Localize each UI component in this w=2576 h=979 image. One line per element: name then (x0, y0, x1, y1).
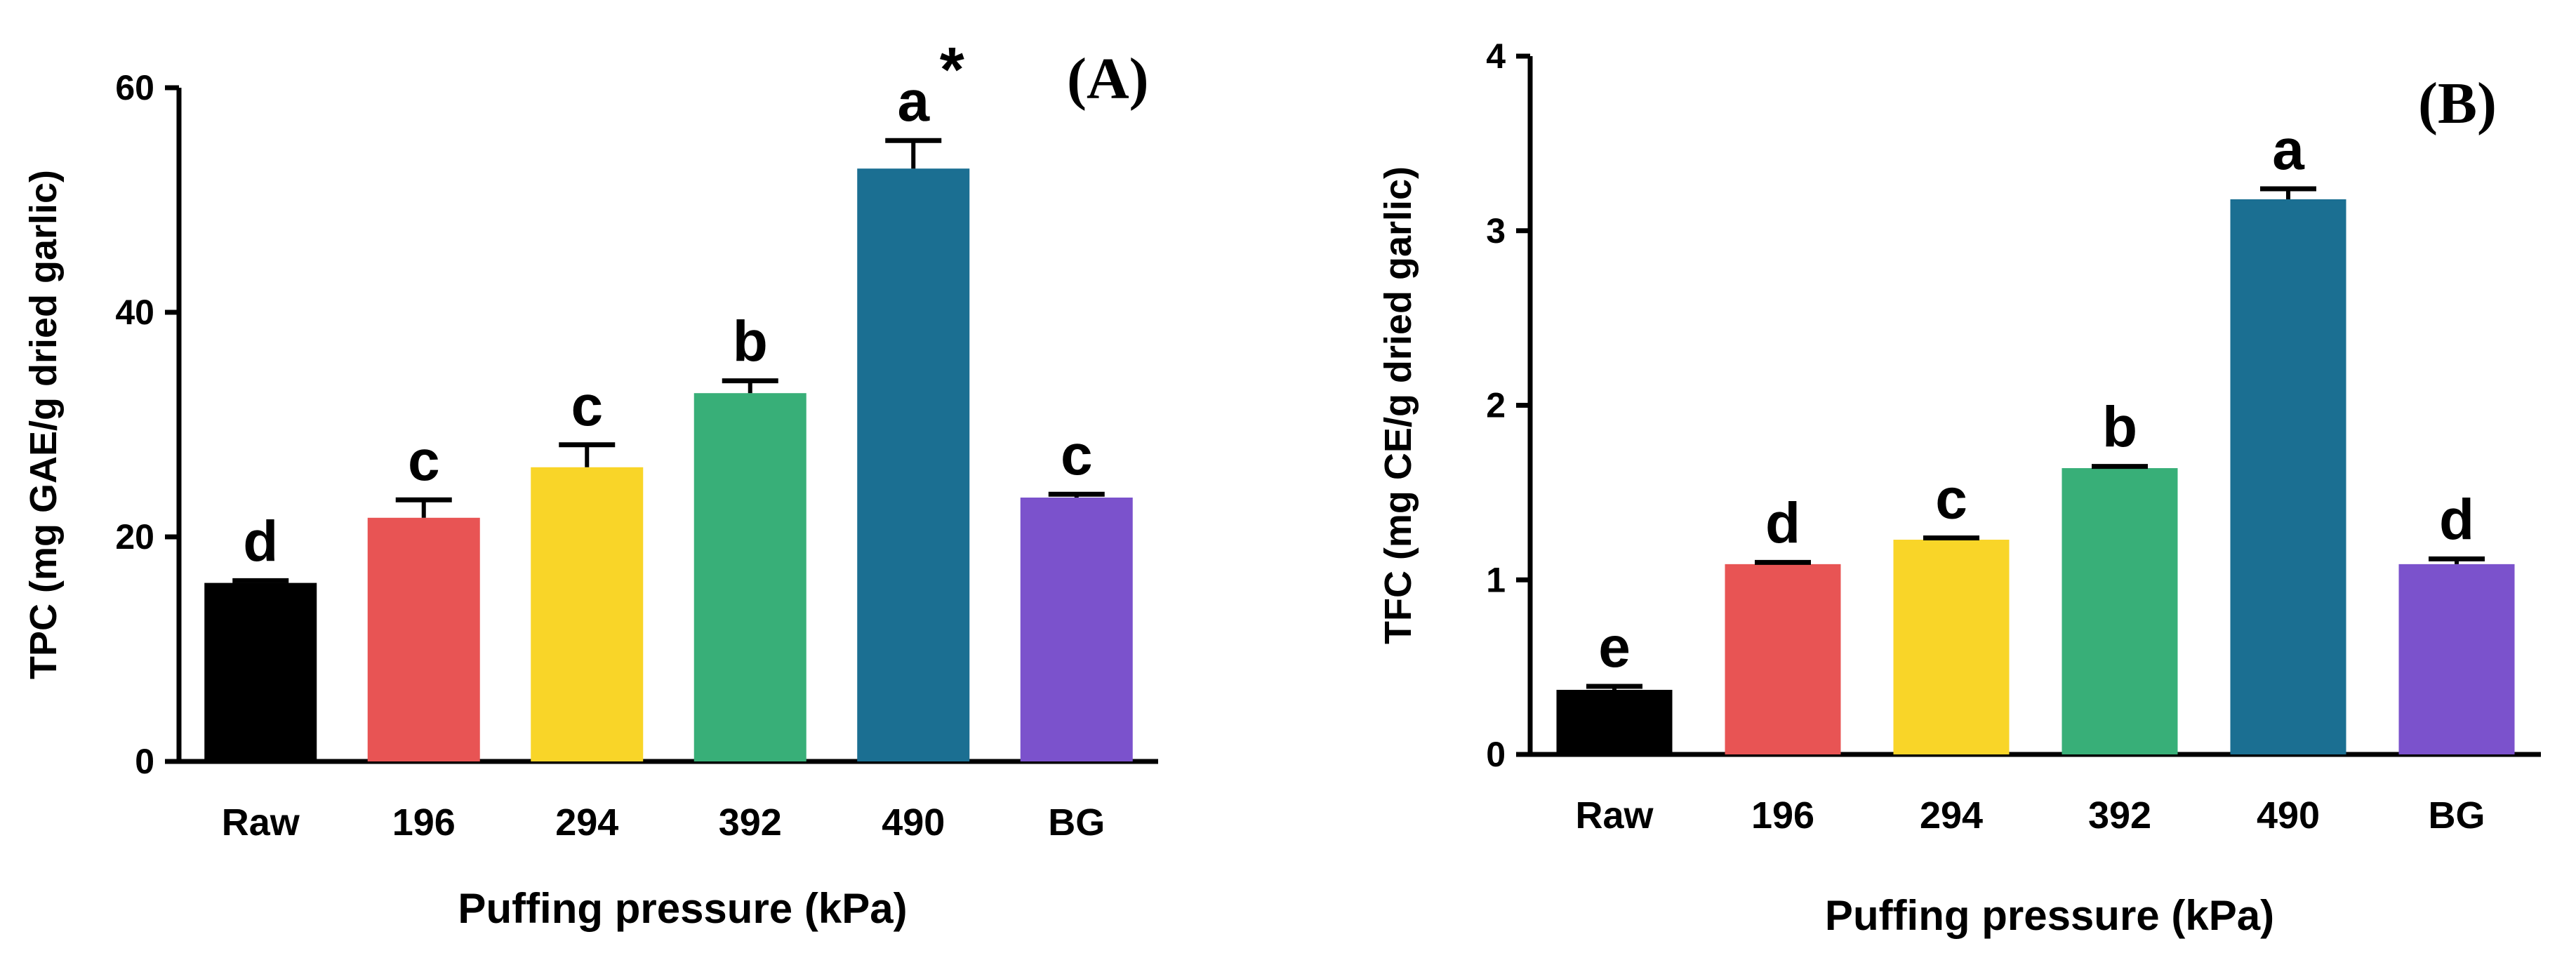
bar-196 (1725, 564, 1841, 754)
panel-label: (B) (2418, 71, 2497, 136)
significance-letter: c (1061, 423, 1093, 487)
significance-letter: d (1765, 491, 1800, 555)
bar-bg (2398, 564, 2515, 754)
bar-294 (531, 467, 644, 761)
y-tick-label: 0 (1486, 735, 1506, 774)
chart-panel-a: 0 20 40 60 Raw d 196 c 294 c 392 b 490 a * BG c TPC (mg G… (22, 35, 1158, 932)
significance-letter: d (243, 510, 278, 573)
x-tick-label: 490 (882, 801, 945, 844)
x-tick-label: 294 (555, 801, 618, 844)
x-tick-label: BG (1048, 801, 1105, 844)
bar-raw (204, 582, 317, 761)
significance-letter: a (897, 69, 930, 133)
x-tick-label: BG (2429, 794, 2485, 837)
bar-392 (693, 393, 806, 761)
x-axis-title: Puffing pressure (kPa) (458, 885, 907, 932)
y-tick-label: 3 (1486, 211, 1506, 251)
chart-panel-b: 0 1 2 3 4 Raw e 196 d 294 c 392 b 490 a BG d TFC (mg CE/g… (1377, 36, 2541, 939)
significance-letter: c (408, 429, 440, 493)
y-tick-label: 0 (135, 742, 154, 781)
panel-label: (A) (1067, 46, 1149, 112)
bar-490 (2230, 199, 2346, 755)
x-tick-label: Raw (222, 801, 300, 844)
bar-196 (367, 517, 480, 761)
x-tick-label: 392 (2088, 794, 2151, 837)
significance-letter: b (733, 310, 768, 374)
x-tick-label: 196 (1751, 794, 1814, 837)
y-tick-label: 40 (115, 293, 154, 332)
x-tick-label: 196 (392, 801, 456, 844)
x-tick-label: 294 (1920, 794, 1983, 837)
significance-letter: a (2272, 118, 2305, 182)
bar-392 (2062, 468, 2178, 754)
x-tick-label: Raw (1575, 794, 1654, 837)
y-tick-label: 60 (115, 68, 154, 107)
bar-raw (1556, 689, 1673, 754)
y-tick-label: 1 (1486, 560, 1506, 599)
y-tick-label: 2 (1486, 386, 1506, 425)
significance-letter: c (1935, 467, 1967, 531)
y-tick-label: 4 (1486, 36, 1506, 76)
significance-letter: c (571, 374, 603, 438)
x-tick-label: 392 (719, 801, 782, 844)
y-axis-title: TFC (mg CE/g dried garlic) (1377, 166, 1419, 644)
x-axis-title: Puffing pressure (kPa) (1825, 892, 2274, 939)
significance-letter: d (2439, 488, 2474, 552)
y-axis-title: TPC (mg GAE/g dried garlic) (22, 170, 65, 679)
bar-294 (1893, 540, 2010, 754)
x-tick-label: 490 (2257, 794, 2320, 837)
significance-letter: e (1598, 615, 1631, 679)
y-tick-label: 20 (115, 517, 154, 557)
significance-letter: b (2102, 396, 2137, 460)
bar-490 (857, 168, 970, 761)
bar-bg (1020, 498, 1133, 761)
significance-asterisk: * (940, 35, 964, 105)
